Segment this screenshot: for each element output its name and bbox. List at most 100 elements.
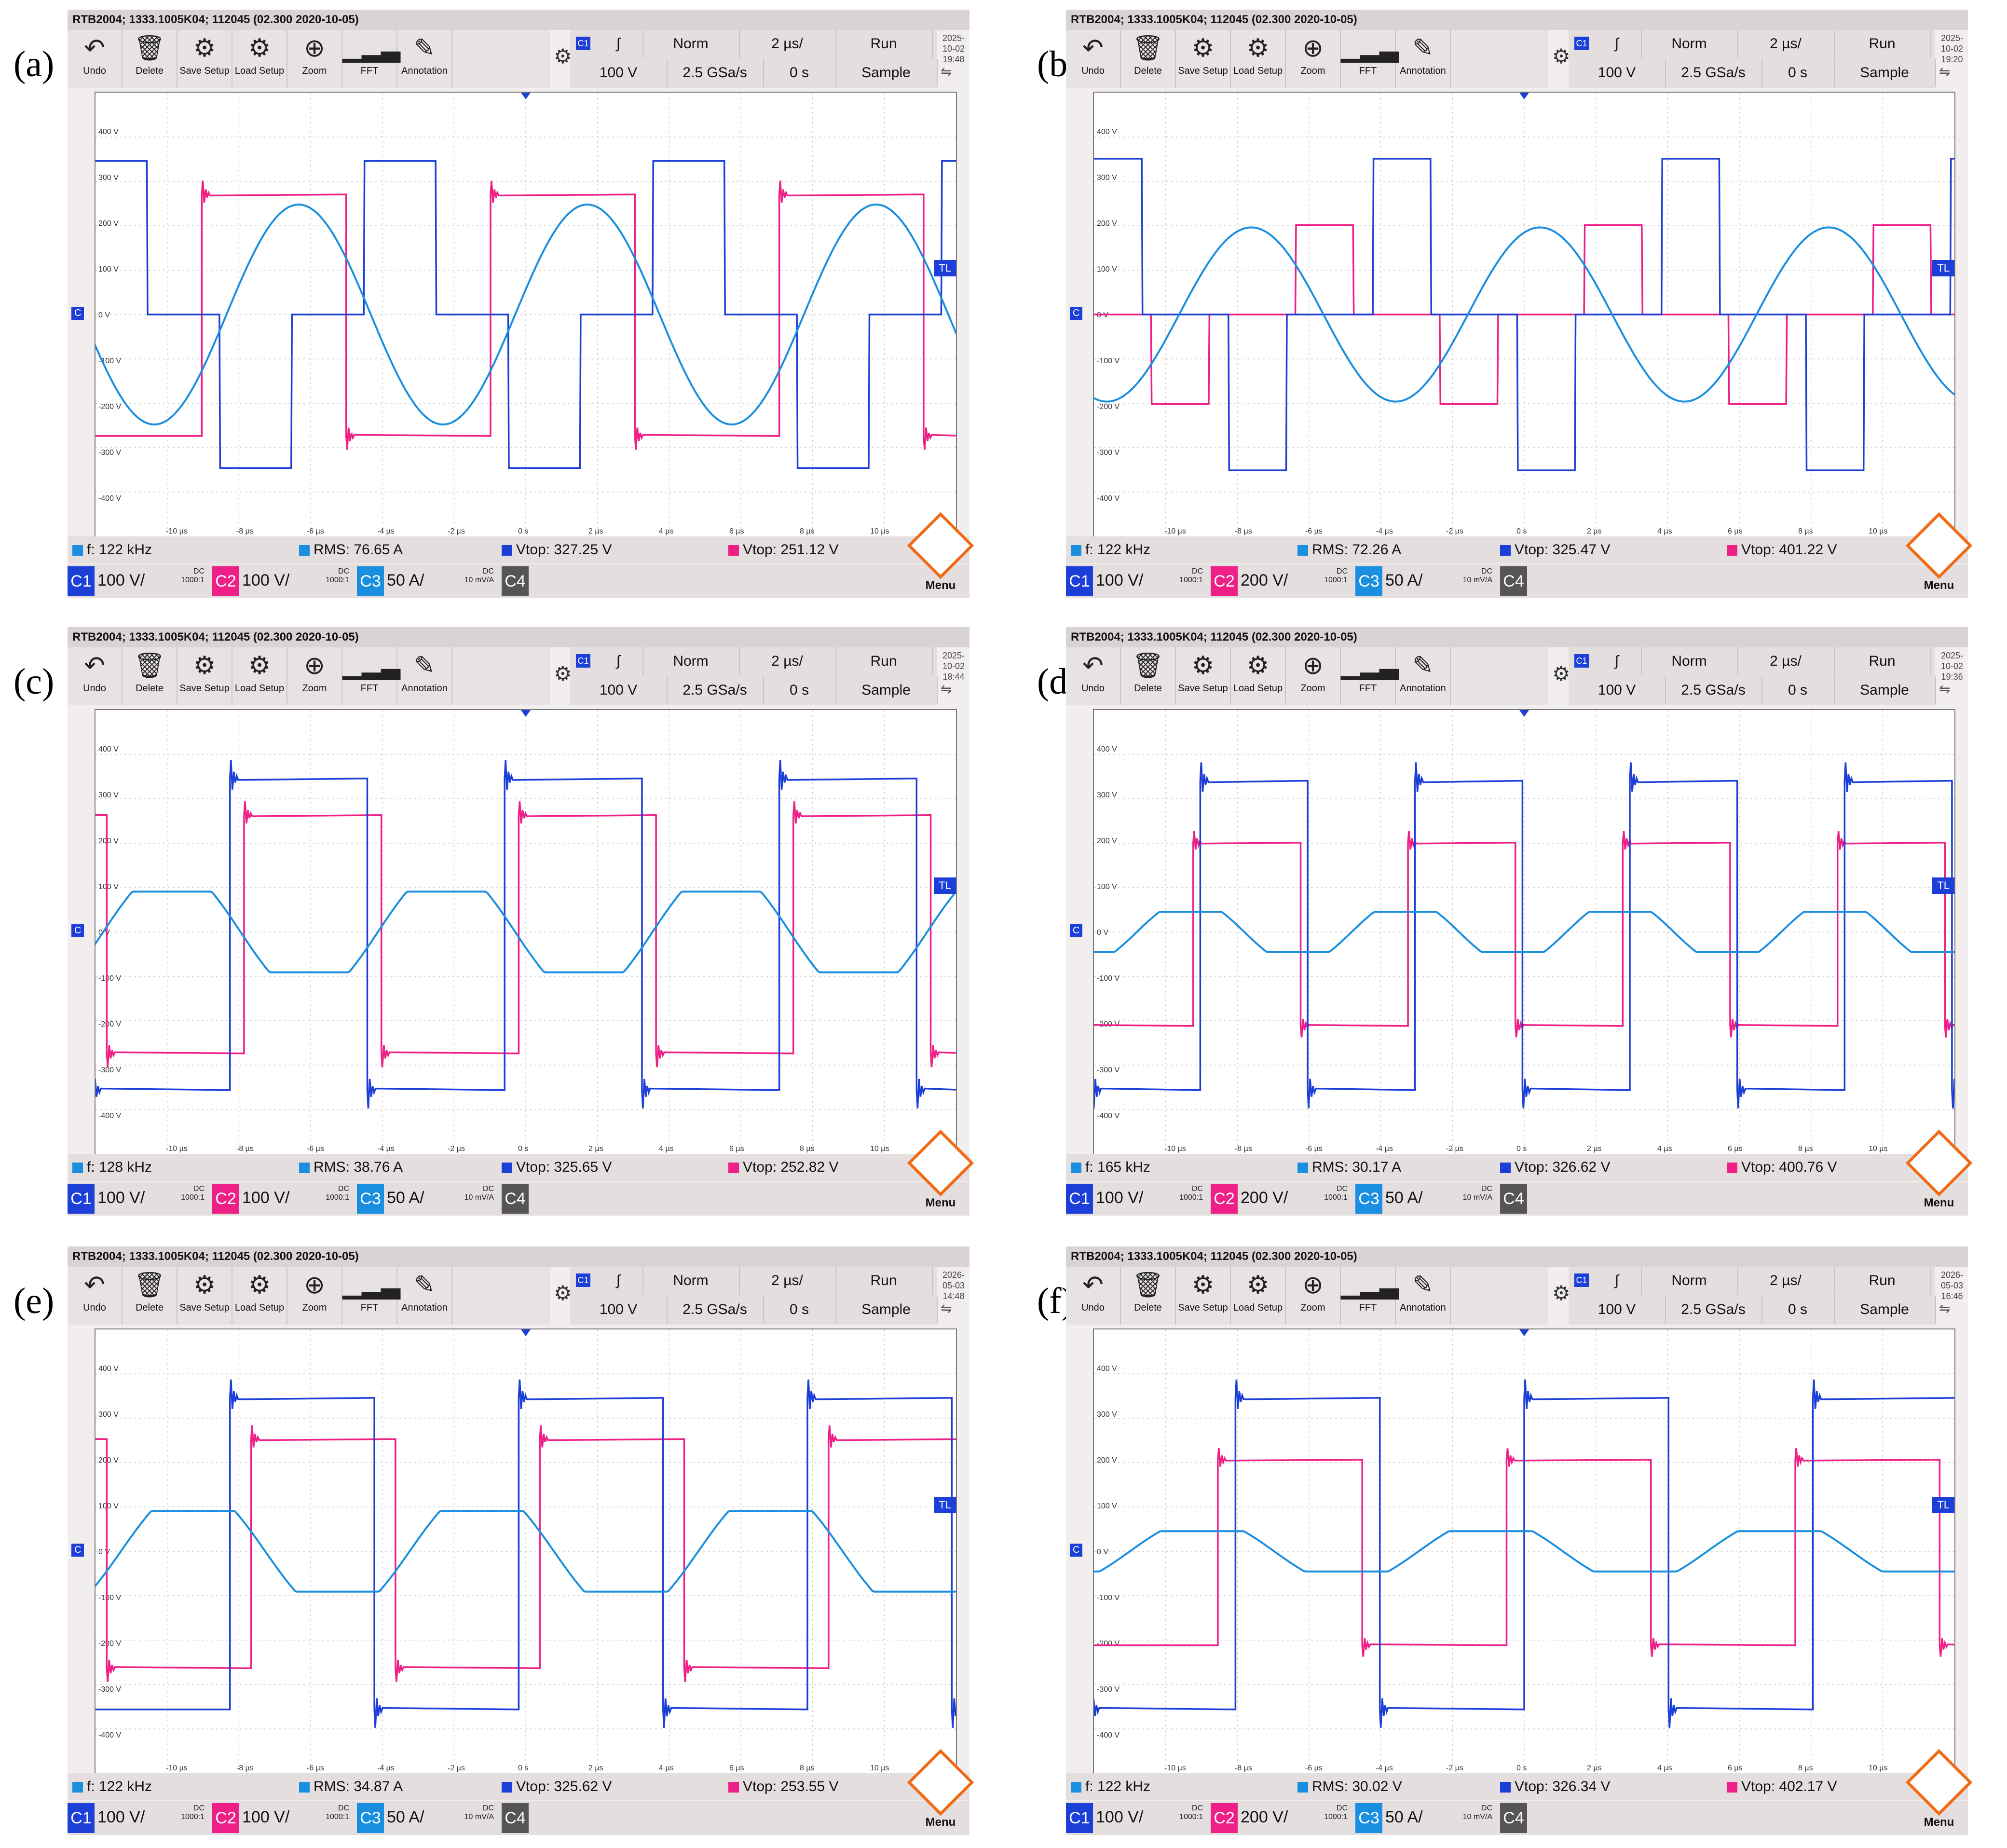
frequency-measurement[interactable]: f: 122 kHz <box>72 1778 152 1795</box>
zoom-button[interactable]: ⊕ Zoom <box>287 647 342 705</box>
rms-measurement[interactable]: RMS: 38.76 A <box>299 1159 403 1176</box>
run-state[interactable]: Run <box>1834 1267 1931 1295</box>
acquisition-mode[interactable]: Sample <box>1834 59 1936 87</box>
trigger-offset[interactable]: 0 s <box>763 59 836 87</box>
settings-gear-icon[interactable]: ⚙ <box>1552 1282 1570 1304</box>
rms-measurement[interactable]: RMS: 34.87 A <box>299 1778 403 1795</box>
c2-vtop-measurement[interactable]: Vtop: 252.82 V <box>728 1159 839 1176</box>
frequency-measurement[interactable]: f: 122 kHz <box>1071 541 1150 559</box>
channel-ground-marker[interactable]: C <box>71 924 84 937</box>
timebase[interactable]: 2 µs/ <box>1737 30 1835 58</box>
channel-c1[interactable]: C1 100 V/DC 1000:1 <box>1066 566 1206 596</box>
zoom-button[interactable]: ⊕ Zoom <box>1286 1267 1341 1325</box>
frequency-measurement[interactable]: f: 122 kHz <box>72 541 152 559</box>
channel-c1[interactable]: C1 100 V/DC 1000:1 <box>1066 1803 1206 1833</box>
menu-button[interactable]: Menu <box>1905 511 1973 596</box>
sample-rate[interactable]: 2.5 GSa/s <box>667 1296 764 1324</box>
delete-button[interactable]: 🗑 Delete <box>123 1267 177 1325</box>
channel-c2[interactable]: C2 200 V/DC 1000:1 <box>1211 566 1351 596</box>
annotation-button[interactable]: ✎ Annotation <box>1396 30 1451 88</box>
trigger-offset[interactable]: 0 s <box>763 1296 836 1324</box>
c2-vtop-measurement[interactable]: Vtop: 401.22 V <box>1727 541 1837 559</box>
c1-vtop-measurement[interactable]: Vtop: 326.62 V <box>1500 1159 1611 1176</box>
delete-button[interactable]: 🗑 Delete <box>1121 647 1176 705</box>
trigger-level[interactable]: 100 V <box>1569 59 1666 87</box>
run-state[interactable]: Run <box>1834 30 1931 58</box>
fft-button[interactable]: ▁▂▃ FFT <box>342 647 400 705</box>
undo-button[interactable]: ↶ Undo <box>68 647 123 705</box>
acquisition-info[interactable]: C1 ∫ Norm 2 µs/Run 100 V 2.5 GSa/s 0 s Sample <box>570 30 938 88</box>
trigger-mode[interactable]: Norm <box>1641 30 1738 58</box>
channel-ground-marker[interactable]: C <box>1070 1544 1083 1557</box>
run-state[interactable]: Run <box>835 647 933 675</box>
acquisition-mode[interactable]: Sample <box>1834 676 1936 704</box>
trigger-level[interactable]: 100 V <box>1569 1296 1666 1324</box>
c2-vtop-measurement[interactable]: Vtop: 251.12 V <box>728 541 839 559</box>
channel-c4[interactable]: C4 <box>1500 566 1529 596</box>
channel-ground-marker[interactable]: C <box>71 1544 84 1557</box>
menu-button[interactable]: Menu <box>907 511 974 596</box>
channel-ground-marker[interactable]: C <box>1070 307 1083 320</box>
channel-c3[interactable]: C3 50 A/DC 10 mV/A <box>1355 566 1495 596</box>
fft-button[interactable]: ▁▂▃ FFT <box>1341 30 1399 88</box>
delete-button[interactable]: 🗑 Delete <box>1121 1267 1176 1325</box>
undo-button[interactable]: ↶ Undo <box>1066 30 1121 88</box>
load-setup-button[interactable]: ⚙ Load Setup <box>1231 1267 1286 1325</box>
load-setup-button[interactable]: ⚙ Load Setup <box>232 30 287 88</box>
delete-button[interactable]: 🗑 Delete <box>1121 30 1176 88</box>
run-state[interactable]: Run <box>1834 647 1931 675</box>
menu-button[interactable]: Menu <box>1905 1129 1973 1214</box>
channel-ground-marker[interactable]: C <box>71 307 84 320</box>
rms-measurement[interactable]: RMS: 30.17 A <box>1297 1159 1401 1176</box>
rms-measurement[interactable]: RMS: 76.65 A <box>299 541 403 559</box>
fft-button[interactable]: ▁▂▃ FFT <box>1341 647 1399 705</box>
menu-button[interactable]: Menu <box>907 1129 974 1214</box>
channel-c2[interactable]: C2 200 V/DC 1000:1 <box>1211 1803 1351 1833</box>
trigger-mode[interactable]: Norm <box>642 30 740 58</box>
save-setup-button[interactable]: ⚙ Save Setup <box>177 1267 232 1325</box>
acquisition-mode[interactable]: Sample <box>835 59 938 87</box>
settings-gear-icon[interactable]: ⚙ <box>554 1282 572 1304</box>
channel-c4[interactable]: C4 <box>502 1184 531 1214</box>
annotation-button[interactable]: ✎ Annotation <box>1396 1267 1451 1325</box>
settings-gear-icon[interactable]: ⚙ <box>554 662 572 685</box>
settings-gear-icon[interactable]: ⚙ <box>1552 45 1570 68</box>
c2-vtop-measurement[interactable]: Vtop: 253.55 V <box>728 1778 839 1795</box>
zoom-button[interactable]: ⊕ Zoom <box>1286 30 1341 88</box>
channel-ground-marker[interactable]: C <box>1070 924 1083 937</box>
channel-c1[interactable]: C1 100 V/DC 1000:1 <box>68 1184 207 1214</box>
load-setup-button[interactable]: ⚙ Load Setup <box>232 1267 287 1325</box>
channel-c4[interactable]: C4 <box>502 1803 531 1833</box>
sample-rate[interactable]: 2.5 GSa/s <box>1665 59 1762 87</box>
channel-c4[interactable]: C4 <box>502 566 531 596</box>
menu-button[interactable]: Menu <box>1905 1748 1973 1833</box>
timebase[interactable]: 2 µs/ <box>739 647 836 675</box>
acquisition-mode[interactable]: Sample <box>835 676 938 704</box>
acquisition-info[interactable]: C1 ∫ Norm 2 µs/Run 100 V 2.5 GSa/s 0 s Sample <box>1569 647 1936 705</box>
frequency-measurement[interactable]: f: 165 kHz <box>1071 1159 1150 1176</box>
trigger-offset[interactable]: 0 s <box>1761 59 1835 87</box>
acquisition-mode[interactable]: Sample <box>835 1296 938 1324</box>
trigger-level-marker[interactable]: TL <box>1932 877 1954 894</box>
c2-vtop-measurement[interactable]: Vtop: 400.76 V <box>1727 1159 1837 1176</box>
channel-c4[interactable]: C4 <box>1500 1803 1529 1833</box>
sample-rate[interactable]: 2.5 GSa/s <box>1665 676 1762 704</box>
acquisition-info[interactable]: C1 ∫ Norm 2 µs/Run 100 V 2.5 GSa/s 0 s Sample <box>1569 30 1936 88</box>
annotation-button[interactable]: ✎ Annotation <box>397 30 452 88</box>
channel-c3[interactable]: C3 50 A/DC 10 mV/A <box>357 1803 497 1833</box>
save-setup-button[interactable]: ⚙ Save Setup <box>1176 1267 1231 1325</box>
save-setup-button[interactable]: ⚙ Save Setup <box>177 647 232 705</box>
zoom-button[interactable]: ⊕ Zoom <box>287 1267 342 1325</box>
annotation-button[interactable]: ✎ Annotation <box>397 647 452 705</box>
load-setup-button[interactable]: ⚙ Load Setup <box>1231 30 1286 88</box>
c1-vtop-measurement[interactable]: Vtop: 325.62 V <box>502 1778 612 1795</box>
channel-c3[interactable]: C3 50 A/DC 10 mV/A <box>1355 1184 1495 1214</box>
trigger-level[interactable]: 100 V <box>1569 676 1666 704</box>
fft-button[interactable]: ▁▂▃ FFT <box>1341 1267 1399 1325</box>
sample-rate[interactable]: 2.5 GSa/s <box>1665 1296 1762 1324</box>
channel-c2[interactable]: C2 100 V/DC 1000:1 <box>212 566 352 596</box>
